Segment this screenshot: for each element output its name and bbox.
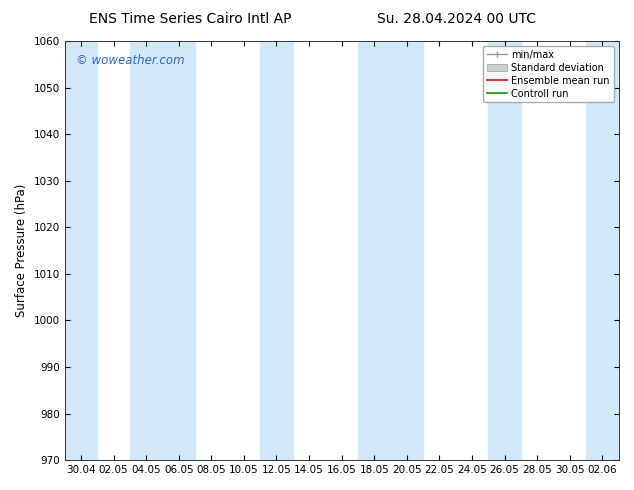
Bar (65, 41, 97, 460)
Bar (358, 41, 423, 460)
Bar (130, 41, 195, 460)
Bar (586, 41, 619, 460)
Text: Su. 28.04.2024 00 UTC: Su. 28.04.2024 00 UTC (377, 12, 536, 26)
Text: © woweather.com: © woweather.com (75, 53, 184, 67)
Bar (260, 41, 293, 460)
Bar (488, 41, 521, 460)
Y-axis label: Surface Pressure (hPa): Surface Pressure (hPa) (15, 184, 28, 318)
Legend: min/max, Standard deviation, Ensemble mean run, Controll run: min/max, Standard deviation, Ensemble me… (483, 46, 614, 102)
Text: ENS Time Series Cairo Intl AP: ENS Time Series Cairo Intl AP (89, 12, 292, 26)
